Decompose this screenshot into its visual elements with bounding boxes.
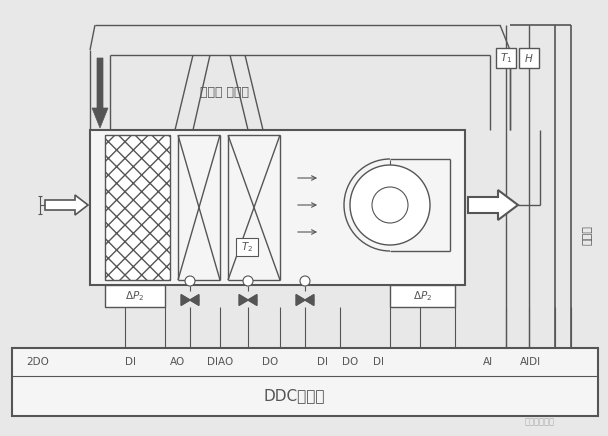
- Circle shape: [350, 165, 430, 245]
- Text: DI: DI: [373, 357, 384, 367]
- Text: DI: DI: [317, 357, 328, 367]
- Text: AIDI: AIDI: [519, 357, 541, 367]
- Circle shape: [243, 276, 253, 286]
- Circle shape: [300, 276, 310, 286]
- Bar: [105, 135, 170, 280]
- Text: $\Delta P_2$: $\Delta P_2$: [413, 289, 432, 303]
- Bar: [236, 238, 258, 256]
- Circle shape: [185, 276, 195, 286]
- Polygon shape: [190, 295, 199, 305]
- Text: $T_1$: $T_1$: [500, 51, 512, 65]
- Text: 埃松气流控制: 埃松气流控制: [525, 418, 555, 426]
- Text: DO: DO: [262, 357, 278, 367]
- Text: AO: AO: [170, 357, 185, 367]
- Bar: [90, 130, 465, 285]
- Text: $T_2$: $T_2$: [241, 240, 253, 254]
- Polygon shape: [181, 295, 190, 305]
- Polygon shape: [468, 190, 518, 220]
- Polygon shape: [305, 295, 314, 305]
- Text: 防火阀: 防火阀: [583, 225, 593, 245]
- Bar: [519, 48, 539, 68]
- Bar: [12, 348, 598, 416]
- Text: DDC控制器: DDC控制器: [263, 388, 325, 403]
- Polygon shape: [248, 295, 257, 305]
- Bar: [390, 285, 455, 307]
- Polygon shape: [239, 295, 248, 305]
- Bar: [496, 48, 516, 68]
- Text: DI: DI: [125, 357, 136, 367]
- Text: 热盘管 冷盘管: 热盘管 冷盘管: [201, 85, 249, 99]
- Text: DIAO: DIAO: [207, 357, 233, 367]
- Polygon shape: [92, 58, 108, 128]
- Text: 2DO: 2DO: [27, 357, 49, 367]
- Polygon shape: [45, 195, 88, 215]
- Bar: [105, 285, 165, 307]
- Text: $H$: $H$: [524, 52, 534, 64]
- Text: $\Delta P_2$: $\Delta P_2$: [125, 289, 145, 303]
- Text: AI: AI: [483, 357, 493, 367]
- Polygon shape: [296, 295, 305, 305]
- Text: DO: DO: [342, 357, 358, 367]
